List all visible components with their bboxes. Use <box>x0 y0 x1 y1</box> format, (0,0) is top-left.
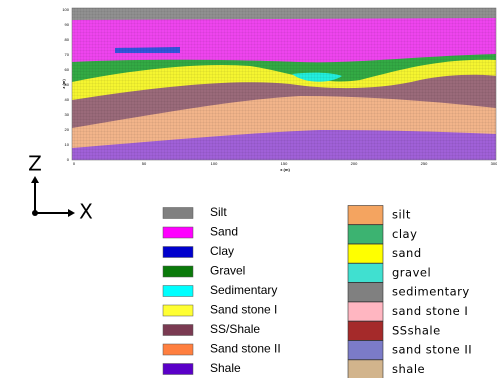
origin <box>32 210 38 216</box>
legend-label: Sand <box>210 225 238 239</box>
legend-label: shale <box>392 362 425 376</box>
legend-label: sand <box>392 246 422 260</box>
x-label: X <box>79 200 93 224</box>
x-arrowhead <box>68 209 75 217</box>
x-tick-label: 50 <box>142 161 147 166</box>
legend-swatch <box>348 302 383 321</box>
z-label: Z <box>28 152 42 176</box>
y-tick-label: 70 <box>65 52 70 57</box>
z-arrowhead <box>31 176 39 183</box>
plot-frame <box>72 8 496 160</box>
x-tick-label: 0 <box>73 161 76 166</box>
legend-swatch <box>348 360 383 378</box>
legend-label: sedimentary <box>392 285 470 299</box>
legend-swatch <box>348 225 383 244</box>
x-tick-label: 250 <box>421 161 428 166</box>
y-tick-label: 80 <box>65 37 70 42</box>
legend-swatch <box>163 247 193 258</box>
y-tick-label: 100 <box>62 7 69 12</box>
legend-label: sand stone I <box>392 304 468 318</box>
legend-label: clay <box>392 227 417 241</box>
legend-swatch <box>348 244 383 263</box>
x-tick-label: 200 <box>351 161 358 166</box>
legend-swatch <box>163 208 193 219</box>
legend-swatch <box>163 305 193 316</box>
legend-label: SS/Shale <box>210 322 260 336</box>
legend-swatch <box>348 341 383 360</box>
x-axis-label: x (m) <box>280 167 290 172</box>
legend-swatch <box>163 266 193 277</box>
legend-swatch <box>163 344 193 355</box>
legend-swatch <box>163 227 193 238</box>
legend-label: sand stone II <box>392 343 472 357</box>
legend-label: SSshale <box>392 323 441 337</box>
y-tick-label: 90 <box>65 22 70 27</box>
legend-swatch <box>348 283 383 302</box>
y-tick-label: 40 <box>65 97 70 102</box>
legend-swatch <box>163 325 193 336</box>
legend-swatch <box>163 364 193 375</box>
legend-label: silt <box>392 208 411 222</box>
legend-label: Clay <box>210 244 234 258</box>
legend-swatch <box>348 263 383 282</box>
legend-label: Gravel <box>210 264 245 278</box>
legend-swatch <box>163 286 193 297</box>
y-tick-label: 10 <box>65 142 70 147</box>
legend-label: Sand stone I <box>210 303 277 317</box>
y-tick-label: 30 <box>65 112 70 117</box>
y-tick-label: 60 <box>65 67 70 72</box>
y-tick-label: 20 <box>65 127 70 132</box>
y-tick-label: 0 <box>67 157 70 162</box>
figure: z (m) x (m) Z X 100908070605040302010005… <box>0 0 497 378</box>
legend-label: Shale <box>210 361 241 375</box>
legend-swatch <box>348 206 383 225</box>
legend-swatch <box>348 321 383 340</box>
y-tick-label: 50 <box>65 82 70 87</box>
cross-section: z (m) x (m) <box>61 8 496 172</box>
legend-label: Sand stone II <box>210 342 281 356</box>
legend-label: Sedimentary <box>210 283 277 297</box>
axes-icon: Z X <box>28 152 93 224</box>
x-tick-label: 100 <box>211 161 218 166</box>
x-tick-label: 150 <box>281 161 288 166</box>
legend-label: gravel <box>392 265 431 279</box>
x-tick-label: 300 <box>491 161 497 166</box>
legend-label: Silt <box>210 205 227 219</box>
